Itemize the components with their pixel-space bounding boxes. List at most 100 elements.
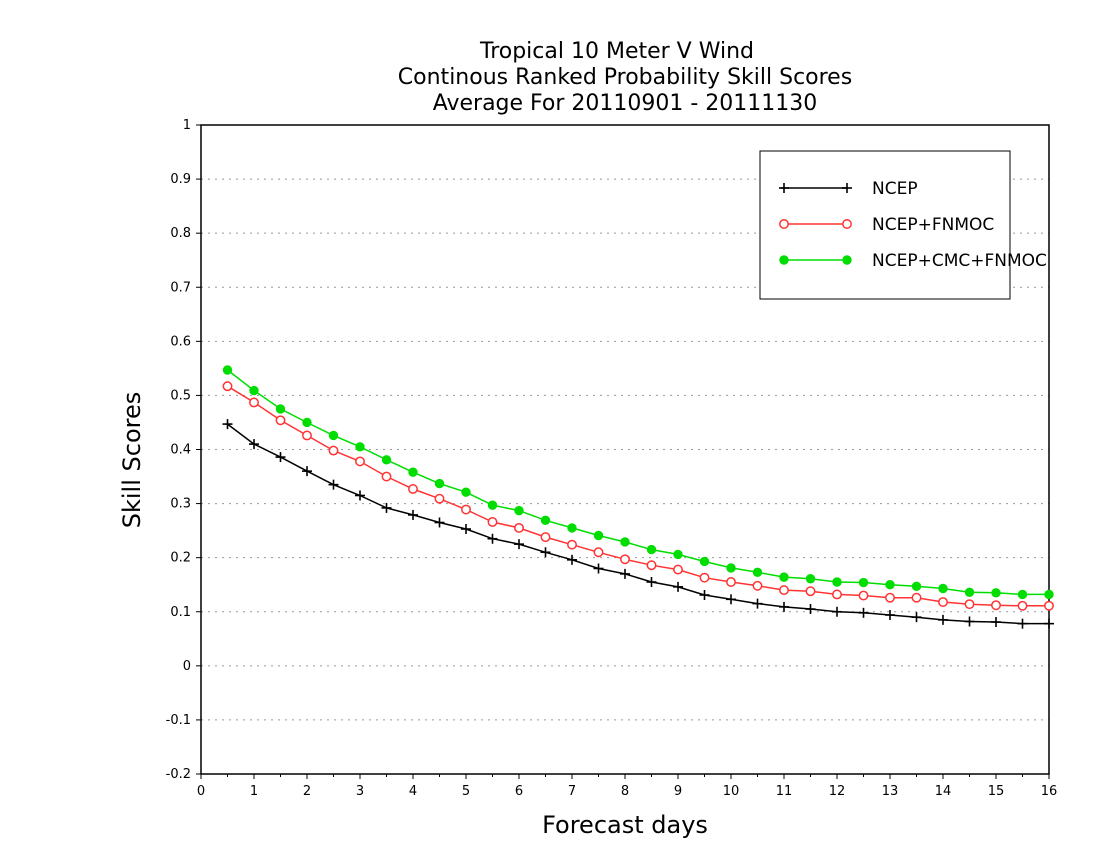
data-point — [964, 599, 975, 610]
series-2 — [222, 365, 1054, 600]
data-point — [567, 523, 577, 533]
data-point — [779, 585, 789, 596]
data-point — [328, 445, 339, 456]
data-point — [328, 430, 339, 441]
x-tick-label: 6 — [515, 784, 523, 799]
data-point — [275, 404, 286, 414]
data-point — [805, 604, 816, 615]
series-line — [227, 385, 1049, 607]
data-point — [911, 612, 922, 623]
data-point — [699, 589, 710, 600]
legend-marker — [779, 219, 789, 229]
data-point — [752, 598, 763, 609]
data-point — [726, 563, 736, 573]
data-point — [222, 419, 233, 430]
data-point — [461, 487, 471, 497]
data-point — [593, 530, 604, 541]
data-point — [514, 539, 524, 550]
data-point — [646, 544, 657, 555]
data-point — [540, 532, 551, 543]
legend-label: NCEP+FNMOC — [872, 215, 994, 235]
legend-marker — [779, 255, 789, 265]
data-point — [726, 594, 736, 605]
x-tick-label: 13 — [882, 784, 899, 799]
series-line — [227, 369, 1049, 596]
data-point — [938, 614, 948, 625]
legend-entry: NCEP+CMC+FNMOC — [779, 251, 1047, 271]
data-point — [620, 568, 630, 579]
series-layer — [222, 365, 1054, 629]
y-tick-label: 0.4 — [170, 443, 191, 458]
y-tick-label: 0 — [183, 659, 191, 674]
x-tick-label: 12 — [829, 784, 846, 799]
data-point — [646, 560, 657, 571]
data-point — [434, 517, 445, 528]
chart-title-line-1: Tropical 10 Meter V Wind — [479, 39, 754, 64]
x-tick-label: 3 — [356, 784, 364, 799]
y-tick-label: 0.6 — [170, 334, 191, 349]
data-point — [832, 606, 842, 617]
data-point — [1017, 589, 1028, 600]
data-point — [964, 587, 975, 597]
data-point — [964, 616, 975, 627]
data-point — [832, 589, 842, 600]
x-tick-label: 2 — [303, 784, 311, 799]
data-point — [991, 617, 1001, 628]
data-point — [832, 577, 842, 587]
x-tick-label: 4 — [409, 784, 417, 799]
x-tick-label: 16 — [1041, 784, 1058, 799]
data-point — [911, 592, 922, 603]
legend-entry: NCEP — [779, 179, 918, 199]
data-point — [275, 452, 286, 463]
data-point — [328, 479, 339, 490]
data-point — [275, 415, 286, 426]
data-point — [991, 588, 1001, 598]
legend-marker — [842, 255, 852, 265]
data-point — [885, 592, 895, 603]
data-point — [1044, 618, 1054, 629]
plot-frame — [200, 124, 1050, 775]
data-point — [938, 597, 948, 607]
data-point — [646, 577, 657, 588]
x-tick-label: 8 — [621, 784, 629, 799]
y-axis-label: Skill Scores — [118, 392, 146, 529]
series-1 — [222, 381, 1054, 611]
data-point — [593, 563, 604, 574]
data-point — [381, 455, 392, 465]
data-point — [911, 581, 922, 592]
data-point — [355, 490, 365, 501]
x-tick-label: 10 — [723, 784, 740, 799]
data-point — [355, 442, 365, 452]
data-point — [726, 577, 736, 587]
data-point — [699, 572, 710, 583]
data-point — [673, 564, 683, 575]
data-point — [487, 533, 498, 544]
data-point — [381, 471, 392, 482]
data-point — [593, 547, 604, 558]
data-point — [487, 517, 498, 527]
y-tick-label: 0.3 — [170, 497, 191, 512]
data-point — [461, 504, 471, 515]
data-point — [752, 580, 763, 591]
data-point — [434, 493, 445, 504]
legend-marker — [842, 183, 852, 193]
axis-ticks: -0.2-0.100.10.20.30.40.50.60.70.80.910 1 2… — [166, 118, 1058, 799]
y-tick-label: 0.9 — [170, 172, 191, 187]
data-point — [620, 537, 630, 547]
data-point — [858, 577, 869, 588]
data-point — [514, 522, 524, 533]
chart-title-line-2: Continous Ranked Probability Skill Score… — [398, 65, 852, 90]
data-point — [461, 524, 471, 535]
data-point — [673, 581, 683, 592]
x-tick-label: 11 — [776, 784, 793, 799]
data-point — [699, 556, 710, 567]
data-point — [540, 515, 551, 526]
data-point — [408, 509, 418, 520]
data-point — [514, 505, 524, 516]
series-line — [227, 423, 1049, 625]
legend-entry: NCEP+FNMOC — [779, 215, 994, 235]
data-point — [673, 549, 683, 560]
data-point — [434, 478, 445, 489]
y-tick-label: 0.1 — [170, 605, 191, 620]
